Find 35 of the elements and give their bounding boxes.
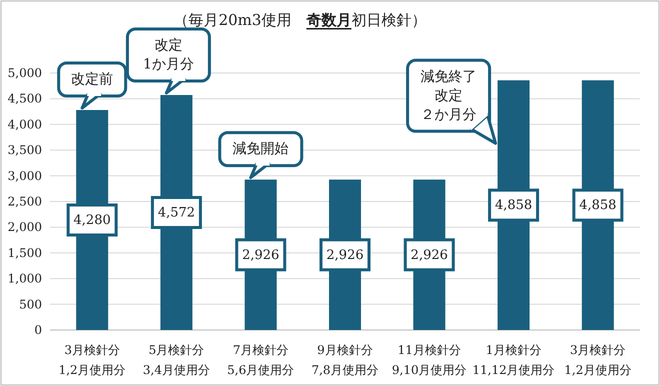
data-label: 2,926: [410, 247, 448, 262]
annotation: 改定 1か月分: [142, 38, 194, 72]
callout: 改定前: [57, 62, 128, 110]
callout: 改定 1か月分: [126, 28, 211, 94]
annotation: 改定前: [71, 72, 114, 88]
data-label: 4,572: [158, 205, 196, 220]
data-label: 2,926: [242, 247, 280, 262]
x-tick-label: 3月検針分 1,2月使用分: [58, 343, 126, 377]
annotation: 減免終了: [420, 68, 477, 85]
x-tick-label: 9月検針分 7,8月使用分: [311, 343, 379, 377]
x-tick-label: 7月検針分 5,6月使用分: [227, 343, 294, 377]
x-tick-label: 11月検針分 9,10月使用分: [392, 343, 467, 377]
y-tick-label: 4,000: [8, 117, 42, 132]
y-tick-label: 0: [34, 323, 42, 337]
x-tick-label: 5月検針分 3,4月使用分: [142, 343, 210, 377]
y-tick-label: 5,000: [8, 66, 42, 80]
callout: 減免開始: [218, 131, 304, 180]
x-tick-label: 1月検針分 11,12月使用分: [472, 343, 555, 377]
y-tick-label: 3,000: [8, 168, 42, 183]
annotation: ２か月分: [420, 106, 477, 123]
annotation: 減免開始: [232, 141, 289, 158]
y-tick-label: 2,000: [8, 220, 42, 234]
x-tick-label: 3月検針分 1,2月使用分: [564, 343, 632, 377]
y-tick-label: 4,500: [8, 92, 42, 106]
data-label: 2,926: [326, 247, 364, 262]
data-label: 4,858: [494, 198, 532, 213]
chart-title: （毎月20m3使用 奇数月初日検針）: [174, 11, 426, 29]
y-tick-label: 500: [19, 297, 42, 312]
y-tick-label: 2,500: [8, 194, 42, 208]
y-tick-label: 1,000: [8, 272, 42, 286]
y-tick-label: 1,500: [8, 246, 42, 260]
data-label: 4,858: [579, 198, 616, 213]
data-label: 4,280: [74, 212, 111, 228]
annotation: 改定: [434, 88, 463, 104]
y-tick-label: 3,500: [8, 143, 42, 158]
